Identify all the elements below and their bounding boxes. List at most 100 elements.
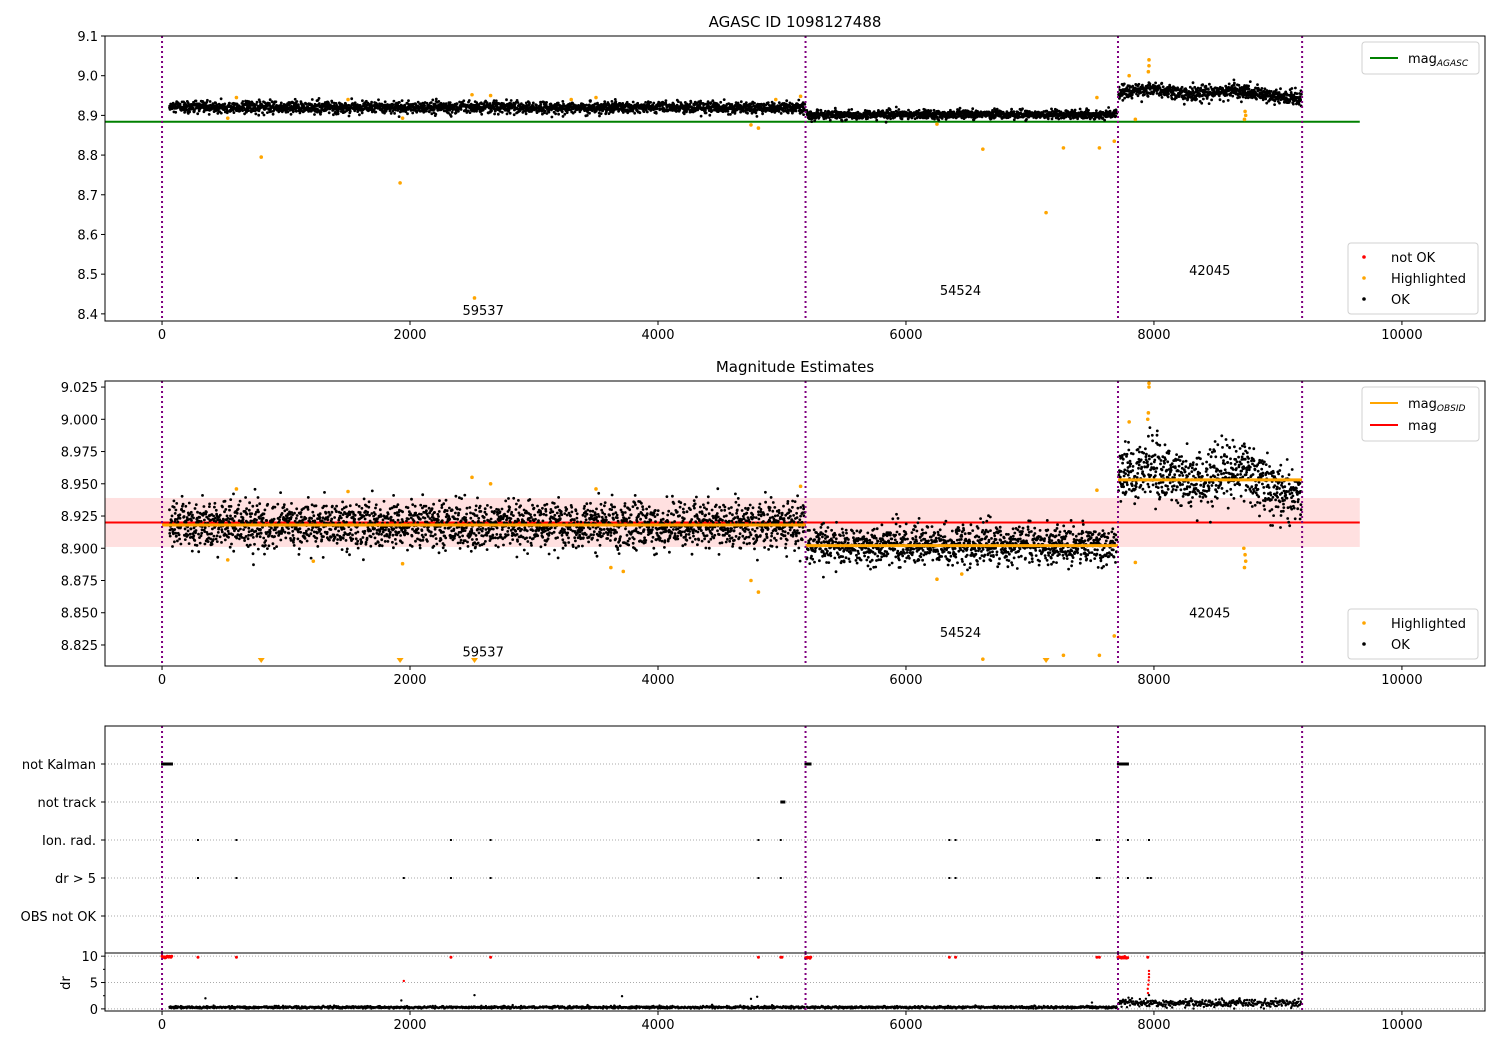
ok-point xyxy=(1095,109,1098,112)
ok-point xyxy=(1138,83,1141,86)
ok-point xyxy=(227,530,230,533)
ok-point xyxy=(183,515,186,518)
ok-point xyxy=(614,100,617,103)
ok-point xyxy=(384,100,387,103)
ok-point xyxy=(217,531,220,534)
ok-point xyxy=(490,109,493,112)
ok-point xyxy=(480,113,483,116)
ok-point xyxy=(1200,102,1203,105)
ok-point xyxy=(242,518,245,521)
ok-point xyxy=(1247,96,1250,99)
ok-point xyxy=(933,109,936,112)
ok-point xyxy=(1279,87,1282,90)
ok-point xyxy=(841,120,844,123)
ok-point xyxy=(255,519,258,522)
ok-point xyxy=(456,102,459,105)
ok-point xyxy=(201,494,204,497)
y-tick-label: 9.0 xyxy=(77,70,98,85)
ok-point xyxy=(173,528,176,531)
ok-point xyxy=(212,538,215,541)
ok-point xyxy=(215,538,218,541)
ok-point xyxy=(544,110,547,113)
ok-point xyxy=(233,111,236,114)
highlighted-point xyxy=(398,181,402,185)
ok-point xyxy=(230,505,233,508)
ok-point xyxy=(168,532,171,535)
ok-point xyxy=(192,534,195,537)
ok-point xyxy=(780,112,783,115)
ok-point xyxy=(328,111,331,114)
ok-point xyxy=(1238,96,1241,99)
ok-point xyxy=(220,112,223,115)
ok-point xyxy=(600,112,603,115)
ok-point xyxy=(1201,83,1204,86)
ok-point xyxy=(174,512,177,515)
ok-point xyxy=(649,101,652,104)
ok-point xyxy=(740,100,743,103)
highlighted-point xyxy=(1095,96,1099,100)
ok-point xyxy=(188,111,191,114)
ok-point xyxy=(182,503,185,506)
ok-point xyxy=(231,533,234,536)
ok-point xyxy=(755,112,758,115)
ok-point xyxy=(185,521,188,524)
ok-point xyxy=(646,111,649,114)
ok-point xyxy=(222,520,225,523)
x-tick-label: 4000 xyxy=(641,328,674,343)
ok-point xyxy=(200,520,203,523)
ok-point xyxy=(848,109,851,112)
ok-point xyxy=(240,533,243,536)
ok-point xyxy=(398,101,401,104)
ok-point xyxy=(294,98,297,101)
ok-point xyxy=(1264,98,1267,101)
ok-point xyxy=(168,508,171,511)
ok-point xyxy=(655,112,658,115)
ok-point xyxy=(211,543,214,546)
ok-point xyxy=(639,111,642,114)
ok-point xyxy=(1167,96,1170,99)
ok-point xyxy=(469,111,472,114)
ok-point xyxy=(175,502,178,505)
ok-point xyxy=(219,514,222,517)
ok-point xyxy=(996,108,999,111)
ok-point xyxy=(761,112,764,115)
ok-point xyxy=(190,511,193,514)
ok-point xyxy=(213,535,216,538)
ok-point xyxy=(393,100,396,103)
ok-point xyxy=(197,533,200,536)
highlighted-point xyxy=(259,155,263,159)
ok-point xyxy=(545,101,548,104)
plot-area xyxy=(105,36,1485,321)
ok-point xyxy=(1025,118,1028,121)
ok-point xyxy=(1247,85,1250,88)
ok-point xyxy=(683,112,686,115)
ok-point xyxy=(242,528,245,531)
y-tick-label: 8.6 xyxy=(77,228,98,243)
ok-point xyxy=(220,541,223,544)
ok-point xyxy=(611,100,614,103)
ok-point xyxy=(753,102,756,105)
ok-point xyxy=(1300,93,1303,96)
ok-point xyxy=(229,515,232,518)
ok-point xyxy=(1202,98,1205,101)
ok-point xyxy=(181,495,184,498)
ok-point xyxy=(184,538,187,541)
ok-point xyxy=(257,496,260,499)
ok-point xyxy=(248,501,251,504)
ok-point xyxy=(700,115,703,118)
ok-point xyxy=(1047,117,1050,120)
ok-point xyxy=(239,528,242,531)
ok-point xyxy=(708,114,711,117)
ok-point xyxy=(525,112,528,115)
ok-point xyxy=(449,101,452,104)
ok-point xyxy=(918,109,921,112)
ok-point xyxy=(195,100,198,103)
ok-point xyxy=(817,109,820,112)
ok-point xyxy=(636,102,639,105)
legend-marker xyxy=(1362,276,1366,280)
x-tick-label: 6000 xyxy=(889,328,922,343)
ok-point xyxy=(850,108,853,111)
ok-point xyxy=(433,108,436,111)
ok-point xyxy=(374,111,377,114)
